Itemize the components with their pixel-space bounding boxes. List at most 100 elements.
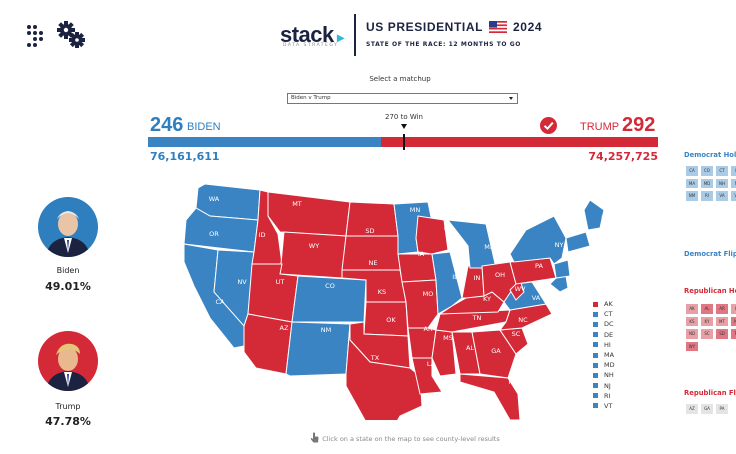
legend-item-nj[interactable]: NJ — [593, 381, 615, 391]
tile-va[interactable]: VA — [716, 191, 728, 201]
state-label-tx: TX — [370, 354, 380, 362]
state-northeast-1[interactable] — [565, 231, 591, 253]
state-northeast-2[interactable] — [553, 259, 571, 279]
state-fl[interactable] — [459, 373, 521, 420]
tile-ar[interactable]: AR — [716, 304, 728, 314]
legend-item-vt[interactable]: VT — [593, 401, 615, 411]
tile-il[interactable]: IL — [731, 166, 736, 176]
state-wi[interactable] — [415, 215, 449, 255]
legend-label: DE — [604, 330, 614, 339]
tile-pa[interactable]: PA — [716, 404, 728, 414]
state-ia[interactable] — [397, 253, 437, 283]
state-la[interactable] — [411, 357, 443, 395]
legend-item-ak[interactable]: AK — [593, 299, 615, 309]
tile-md[interactable]: MD — [701, 178, 713, 188]
biden-avatar — [38, 197, 98, 257]
trump-avatar — [38, 331, 98, 391]
state-me[interactable] — [583, 199, 605, 231]
tile-co[interactable]: CO — [701, 166, 713, 176]
biden-percent: 49.01% — [45, 280, 91, 293]
tile-ri[interactable]: RI — [701, 191, 713, 201]
state-label-ok: OK — [386, 316, 396, 324]
state-mt[interactable] — [267, 191, 351, 237]
legend-item-md[interactable]: MD — [593, 360, 615, 370]
tile-sd[interactable]: SD — [716, 329, 728, 339]
state-label-wy: WY — [309, 242, 319, 250]
tile-ak[interactable]: AK — [686, 304, 698, 314]
state-label-id: ID — [259, 231, 266, 239]
state-wy[interactable] — [279, 231, 347, 279]
state-az[interactable] — [243, 313, 293, 375]
state-label-ky: KY — [483, 295, 491, 303]
win-threshold-line — [403, 134, 405, 150]
win-threshold-marker — [401, 124, 407, 129]
state-label-ar: AR — [424, 325, 433, 333]
state-label-co: CO — [325, 282, 335, 290]
tile-nd[interactable]: ND — [686, 329, 698, 339]
matchup-label: Select a matchup — [369, 75, 431, 83]
legend-item-dc[interactable]: DC — [593, 319, 615, 329]
gear-icon[interactable] — [56, 20, 88, 50]
rep-hold-tiles: AKALARIN KSKYMTNC NDSCSDTN WY — [686, 304, 736, 351]
tile-ca[interactable]: CA — [686, 166, 698, 176]
tile-mt[interactable]: MT — [716, 316, 728, 326]
state-label-ca: CA — [216, 298, 226, 306]
state-in[interactable] — [461, 265, 485, 299]
state-label-or: OR — [209, 230, 219, 238]
legend-item-de[interactable]: DE — [593, 330, 615, 340]
legend-item-nh[interactable]: NH — [593, 370, 615, 380]
state-label-ne: NE — [369, 259, 378, 267]
dem-hold-title: Democrat Hold — [684, 151, 736, 159]
tile-al[interactable]: AL — [701, 304, 713, 314]
tile-ma[interactable]: MA — [686, 178, 698, 188]
tile-ct[interactable]: CT — [716, 166, 728, 176]
tile-ky[interactable]: KY — [701, 316, 713, 326]
tile-nc[interactable]: NC — [731, 316, 736, 326]
title-text: US PRESIDENTIAL — [366, 20, 484, 34]
title-year: 2024 — [513, 20, 543, 34]
tile-nj[interactable]: NJ — [731, 178, 736, 188]
tile-ks[interactable]: KS — [686, 316, 698, 326]
tile-nh[interactable]: NH — [716, 178, 728, 188]
rep-hold-title: Republican Hold — [684, 287, 736, 295]
state-label-nv: NV — [237, 278, 247, 286]
tile-ga[interactable]: GA — [701, 404, 713, 414]
logo-tagline: DATA STRATEGY — [283, 43, 339, 48]
state-mo[interactable] — [401, 279, 439, 329]
stack-logo: stack ▸ — [280, 22, 344, 47]
legend-item-ri[interactable]: RI — [593, 391, 615, 401]
tile-in[interactable]: IN — [731, 304, 736, 314]
us-flag-icon — [489, 21, 508, 33]
state-ms[interactable] — [431, 329, 457, 377]
tile-wy[interactable]: WY — [686, 341, 698, 351]
tile-vt[interactable]: VT — [731, 191, 736, 201]
tile-az[interactable]: AZ — [686, 404, 698, 414]
state-label-fl: FL — [508, 378, 516, 386]
state-label-me: ME — [601, 214, 611, 222]
legend-swatch — [593, 332, 598, 338]
legend-label: DC — [604, 320, 614, 329]
page-title: US PRESIDENTIAL 2024 — [366, 20, 542, 34]
tile-tn[interactable]: TN — [731, 329, 736, 339]
legend-swatch — [593, 393, 598, 399]
state-ny[interactable] — [509, 215, 567, 265]
us-map[interactable]: WA OR CA NV ID MT WY UT AZ CO NM ND SD NE KS OK TX MN IA MO… — [170, 180, 620, 420]
map-hint: Click on a state on the map to see count… — [0, 432, 736, 443]
state-ga[interactable] — [471, 329, 517, 379]
legend-item-ct[interactable]: CT — [593, 309, 615, 319]
state-label-la: LA — [427, 360, 436, 368]
state-label-oh: OH — [495, 271, 505, 279]
legend-item-hi[interactable]: HI — [593, 340, 615, 350]
legend-item-ma[interactable]: MA — [593, 350, 615, 360]
win-threshold-label: 270 to Win — [385, 113, 423, 121]
state-label-pa: PA — [535, 262, 544, 270]
trump-percent: 47.78% — [45, 415, 91, 428]
state-tx[interactable] — [345, 323, 423, 420]
tile-nm[interactable]: NM — [686, 191, 698, 201]
matchup-select[interactable]: Biden v Trump — [287, 93, 518, 104]
state-label-ut: UT — [276, 278, 285, 286]
state-label-nc: NC — [518, 316, 528, 324]
tile-sc[interactable]: SC — [701, 329, 713, 339]
state-nm[interactable] — [285, 321, 351, 377]
